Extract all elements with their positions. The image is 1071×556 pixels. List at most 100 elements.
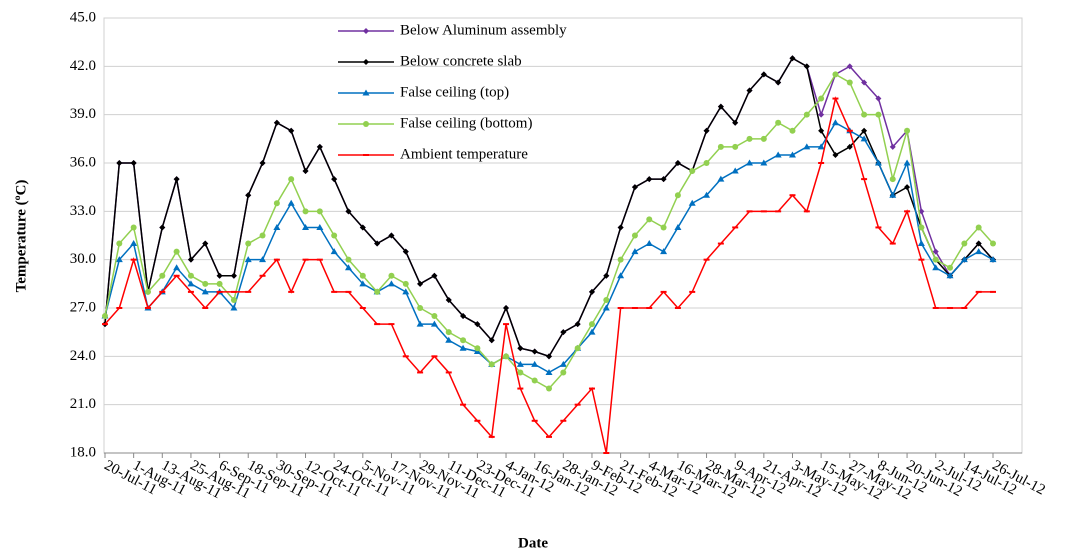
data-point xyxy=(230,296,237,303)
data-point xyxy=(818,127,825,134)
data-point xyxy=(302,168,309,175)
data-point xyxy=(187,272,194,279)
data-point xyxy=(159,224,166,231)
data-point xyxy=(732,143,739,150)
data-point xyxy=(201,288,209,295)
legend-marker xyxy=(362,89,370,96)
y-tick-label: 42.0 xyxy=(70,58,96,74)
data-point xyxy=(116,240,123,247)
data-point xyxy=(603,296,610,303)
data-point xyxy=(746,159,754,166)
series-line xyxy=(104,57,994,358)
data-point xyxy=(560,369,567,376)
y-tick-label: 33.0 xyxy=(70,203,96,219)
legend-label: Ambient temperature xyxy=(400,146,528,162)
data-point xyxy=(516,360,524,367)
data-point xyxy=(588,288,595,295)
data-point xyxy=(846,79,853,86)
x-axis-title: Date xyxy=(518,535,548,551)
data-point xyxy=(531,348,538,355)
series-line xyxy=(104,73,994,390)
data-point xyxy=(316,223,324,230)
data-point xyxy=(631,248,639,255)
data-point xyxy=(861,111,868,118)
data-point xyxy=(416,320,424,327)
data-point xyxy=(904,127,911,134)
data-point xyxy=(474,345,481,352)
data-point xyxy=(660,248,668,255)
data-point xyxy=(259,160,266,166)
data-point xyxy=(645,240,653,247)
data-point xyxy=(344,264,352,271)
legend-label: Below Aluminum assembly xyxy=(400,22,567,38)
data-point xyxy=(889,143,896,150)
data-point xyxy=(388,272,395,279)
data-point xyxy=(259,232,266,239)
data-point xyxy=(417,305,424,311)
data-point xyxy=(402,280,409,287)
data-point xyxy=(474,321,481,328)
data-point xyxy=(917,240,925,247)
data-point xyxy=(760,135,767,142)
data-point xyxy=(159,272,166,279)
data-point xyxy=(388,232,395,239)
data-point xyxy=(775,79,782,86)
series xyxy=(102,55,996,360)
data-point xyxy=(546,385,552,392)
data-point xyxy=(674,223,682,230)
data-point xyxy=(789,127,796,134)
data-point xyxy=(216,280,223,287)
data-point xyxy=(874,159,882,166)
data-point xyxy=(588,328,596,335)
data-point xyxy=(345,208,352,215)
legend-marker xyxy=(363,121,369,127)
data-point xyxy=(445,336,453,343)
series xyxy=(102,55,996,360)
data-point xyxy=(302,223,310,230)
data-point xyxy=(459,344,467,351)
data-point xyxy=(445,296,452,303)
data-point xyxy=(460,337,467,344)
data-point xyxy=(717,143,724,150)
data-point xyxy=(431,272,438,279)
data-point xyxy=(273,119,280,126)
data-point xyxy=(703,160,710,166)
data-point xyxy=(961,240,968,247)
data-point xyxy=(990,240,996,247)
data-point xyxy=(861,127,868,134)
data-point xyxy=(889,191,897,198)
data-point xyxy=(889,176,896,183)
data-point xyxy=(402,248,409,255)
y-tick-label: 39.0 xyxy=(70,106,96,122)
data-point xyxy=(245,240,252,247)
data-point xyxy=(946,272,954,279)
data-point xyxy=(875,95,882,102)
data-point xyxy=(546,353,552,360)
data-point xyxy=(746,87,753,94)
data-point xyxy=(846,143,853,150)
data-point xyxy=(818,95,825,102)
data-point xyxy=(130,240,138,247)
data-point xyxy=(918,224,925,231)
data-point xyxy=(144,288,151,295)
data-point xyxy=(603,272,610,279)
data-point xyxy=(588,321,595,328)
data-point xyxy=(932,264,940,271)
data-point xyxy=(330,248,338,255)
data-point xyxy=(316,208,323,215)
data-point xyxy=(817,143,825,150)
y-axis-title: Temperature (ºC) xyxy=(13,180,29,293)
data-point xyxy=(831,119,839,126)
data-point xyxy=(302,208,309,215)
y-tick-label: 45.0 xyxy=(70,9,96,25)
data-point xyxy=(932,248,939,255)
data-point xyxy=(173,264,181,271)
data-point xyxy=(803,63,810,70)
data-point xyxy=(832,151,839,158)
data-point xyxy=(717,175,725,182)
data-point xyxy=(574,321,581,328)
data-point xyxy=(602,304,610,311)
data-point xyxy=(560,329,567,336)
data-point xyxy=(803,143,811,150)
data-point xyxy=(903,159,911,166)
